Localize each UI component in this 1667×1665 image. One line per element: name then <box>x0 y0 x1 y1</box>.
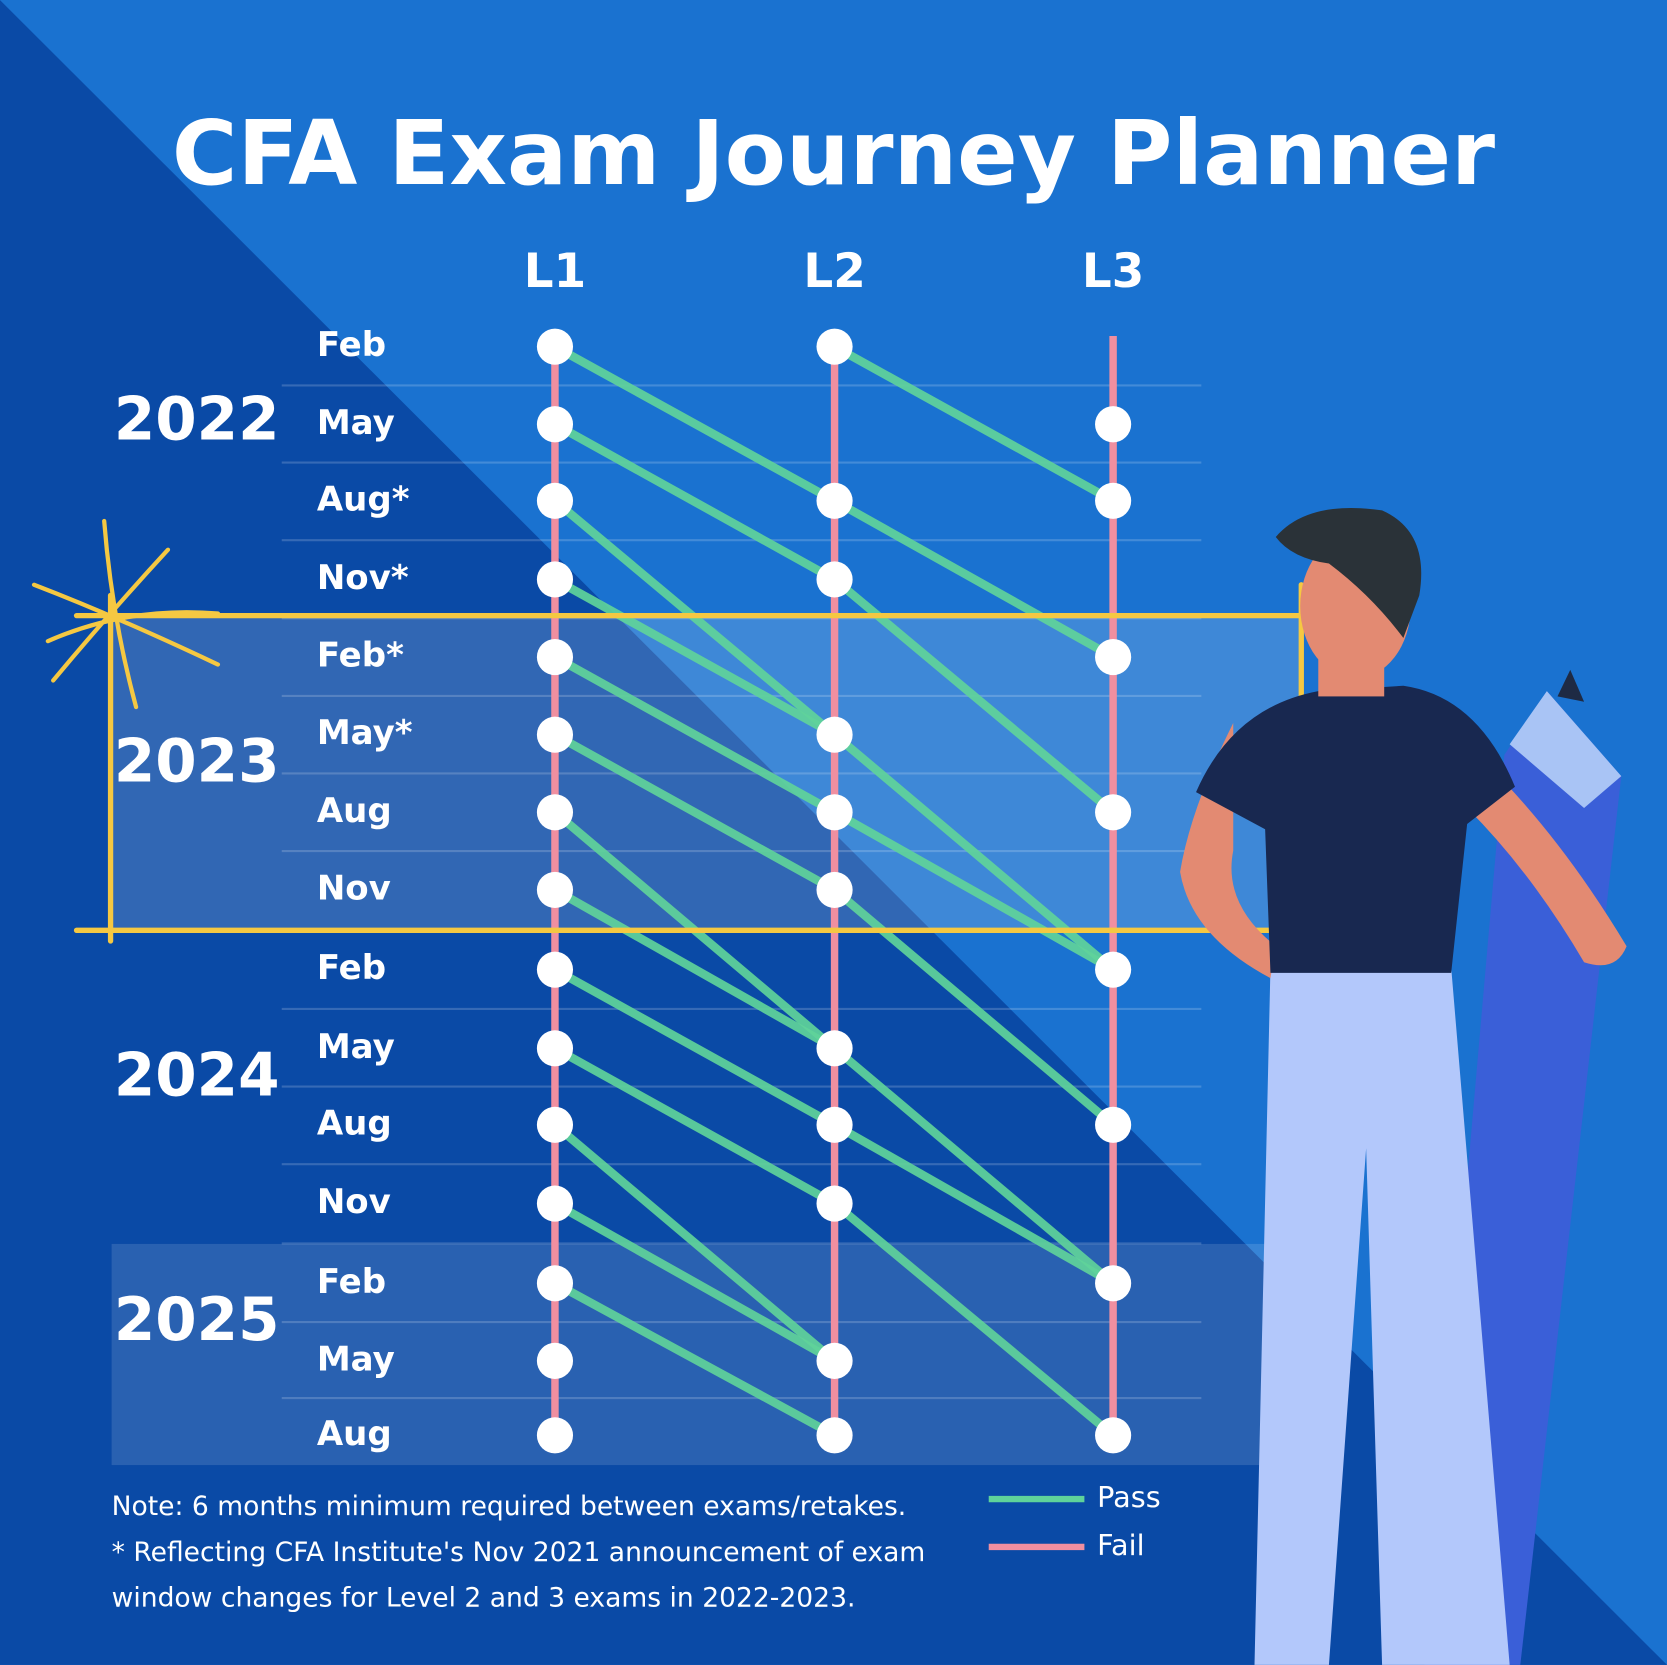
pass-lines <box>550 342 1118 1440</box>
exam-dot <box>1095 794 1132 831</box>
exam-dot <box>816 1106 853 1143</box>
year-label: 2023 <box>114 728 280 797</box>
month-label: Feb <box>317 325 386 365</box>
legend-pass: Pass <box>1097 1480 1160 1514</box>
exam-dot <box>1095 1265 1132 1302</box>
year-label: 2022 <box>114 385 280 454</box>
legend-fail: Fail <box>1097 1528 1144 1562</box>
exam-dot <box>816 482 853 519</box>
pass-line <box>550 1120 839 1366</box>
sparkle <box>31 518 221 710</box>
exam-dot <box>1095 639 1132 676</box>
exam-dot <box>816 1417 853 1454</box>
exam-dot <box>1095 482 1132 519</box>
pass-line <box>550 1199 839 1366</box>
exam-dot <box>816 561 853 598</box>
month-label: May <box>317 1339 395 1379</box>
month-label: Nov <box>317 868 391 908</box>
exam-dot <box>536 871 574 908</box>
arm-left <box>1180 722 1276 979</box>
exam-dot <box>816 794 853 831</box>
pass-line <box>550 1279 839 1440</box>
month-label: Feb <box>317 1262 386 1302</box>
note-line: * Reflecting CFA Institute's Nov 2021 an… <box>112 1537 926 1568</box>
exam-dot <box>536 1265 574 1302</box>
year-label: 2025 <box>114 1286 280 1355</box>
exam-dot <box>536 561 574 598</box>
pass-line <box>550 1044 839 1208</box>
pass-line <box>550 420 839 584</box>
exam-dot <box>536 1106 574 1143</box>
pass-line <box>830 808 1118 974</box>
month-label: Aug* <box>317 479 410 519</box>
exam-dot <box>536 1030 574 1067</box>
trousers <box>1254 967 1510 1665</box>
pencil-point <box>1557 669 1585 702</box>
exam-dot <box>1095 406 1132 443</box>
exam-dots <box>536 328 1132 1454</box>
exam-dot <box>1095 951 1132 988</box>
exam-dot <box>536 1417 574 1454</box>
hair <box>1275 508 1422 638</box>
note-line: window changes for Level 2 and 3 exams i… <box>112 1583 856 1614</box>
month-label: Aug <box>317 791 392 831</box>
month-label: May* <box>317 713 413 753</box>
pass-line <box>550 730 839 895</box>
pass-line <box>550 885 839 1053</box>
exam-dot <box>536 794 574 831</box>
month-label: Nov* <box>317 558 409 598</box>
month-label: Aug <box>317 1414 392 1454</box>
pass-line <box>830 496 1118 662</box>
pass-line <box>550 965 839 1130</box>
person-illustration <box>1180 508 1627 1665</box>
exam-dot <box>536 716 574 753</box>
year-label: 2024 <box>114 1041 280 1110</box>
note-line: Note: 6 months minimum required between … <box>112 1491 907 1522</box>
exam-dot <box>816 716 853 753</box>
month-label: Feb* <box>317 636 404 676</box>
labels: L1 L2 L3 2022 Feb May Aug* Nov* 2023 Feb* May* Aug N… <box>112 245 1145 1614</box>
pass-line <box>830 1120 1118 1288</box>
exam-dot <box>816 1185 853 1222</box>
exam-dot <box>536 1342 574 1379</box>
pass-line <box>830 1199 1118 1440</box>
pass-line <box>550 342 839 506</box>
month-label: Aug <box>317 1103 392 1143</box>
exam-dot <box>536 951 574 988</box>
pass-line <box>550 575 839 739</box>
month-label: Nov <box>317 1182 391 1222</box>
pencil-tip <box>1509 691 1622 809</box>
level-header: L3 <box>1082 245 1144 299</box>
exam-dot <box>536 328 574 365</box>
exam-dot <box>1095 1417 1132 1454</box>
arm-right <box>1467 765 1627 966</box>
exam-dot <box>536 406 574 443</box>
exam-dot <box>816 1030 853 1067</box>
exam-dot <box>536 482 574 519</box>
month-label: May <box>317 403 395 443</box>
pass-line <box>830 342 1118 506</box>
exam-dot <box>816 871 853 908</box>
exam-dot <box>816 328 853 365</box>
exam-dot <box>1095 1106 1132 1143</box>
exam-dot <box>536 639 574 676</box>
month-label: Feb <box>317 948 386 988</box>
level-header: L2 <box>803 245 865 299</box>
exam-dot <box>536 1185 574 1222</box>
shirt <box>1196 685 1515 973</box>
title: CFA Exam Journey Planner <box>172 102 1495 206</box>
pass-line <box>550 652 839 817</box>
month-label: May <box>317 1027 395 1067</box>
exam-dot <box>816 1342 853 1379</box>
pass-line <box>830 1044 1118 1288</box>
level-header: L1 <box>524 245 586 299</box>
